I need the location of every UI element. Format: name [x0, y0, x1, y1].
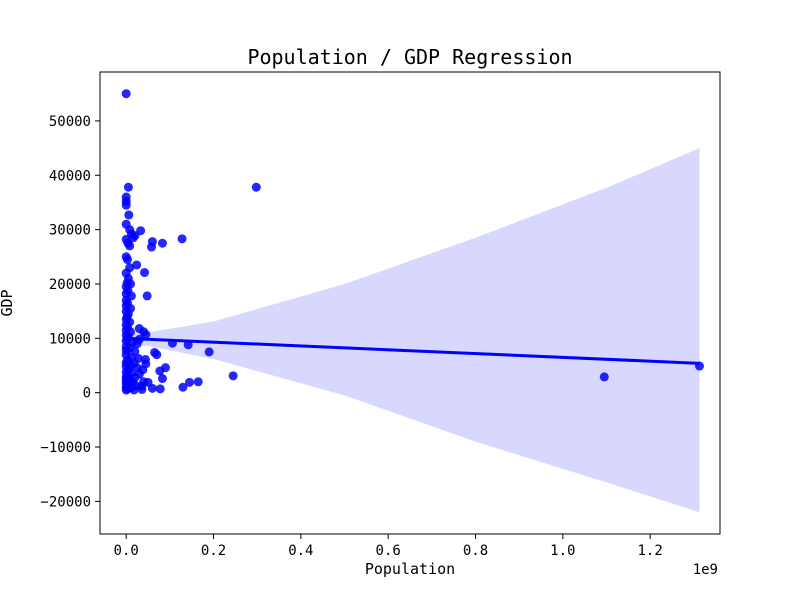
data-point [183, 340, 193, 350]
y-axis-label: GDP [0, 289, 16, 316]
data-point [167, 338, 177, 348]
x-tick-label: 0.4 [288, 543, 313, 559]
data-point [121, 385, 131, 395]
data-point [123, 182, 133, 192]
x-tick-label: 0.2 [201, 543, 226, 559]
data-point [178, 382, 188, 392]
data-point [140, 268, 150, 278]
data-point [204, 347, 214, 357]
data-point [177, 234, 187, 244]
x-tick-label: 1.2 [637, 543, 662, 559]
y-tick-label: 20000 [49, 277, 91, 293]
data-point [147, 242, 157, 252]
data-point [137, 384, 147, 394]
y-tick-label: −10000 [40, 440, 91, 456]
y-tick-label: 40000 [49, 168, 91, 184]
data-point [121, 200, 131, 210]
y-tick-label: −20000 [40, 494, 91, 510]
data-point [124, 210, 134, 220]
data-point [228, 371, 238, 381]
data-point [121, 89, 131, 99]
confidence-band [126, 148, 700, 513]
data-point [251, 182, 261, 192]
data-point [132, 339, 142, 349]
data-point [157, 374, 167, 384]
chart-title: Population / GDP Regression [247, 45, 572, 69]
data-points-layer [121, 89, 704, 395]
x-tick-label: 0.6 [376, 543, 401, 559]
y-tick-label: 50000 [49, 114, 91, 130]
y-axis-ticks: −20000 −10000 0 10000 20000 30000 40000 50000 [40, 114, 100, 510]
x-axis-ticks: 0.0 0.2 0.4 0.6 0.8 1.0 1.2 [114, 534, 663, 559]
confidence-band-layer [126, 148, 700, 513]
data-point [142, 291, 152, 301]
data-point [155, 366, 165, 376]
y-tick-label: 10000 [49, 331, 91, 347]
x-axis-offset-label: 1e9 [693, 562, 718, 578]
data-point [129, 385, 139, 395]
data-point [147, 383, 157, 393]
regression-line-layer [126, 336, 700, 365]
x-axis-label: Population [365, 560, 455, 578]
y-tick-label: 30000 [49, 223, 91, 239]
data-point [123, 255, 133, 265]
data-point [152, 350, 162, 360]
x-tick-label: 0.8 [463, 543, 488, 559]
x-tick-label: 0.0 [114, 543, 139, 559]
data-point [157, 238, 167, 248]
regression-line [126, 336, 700, 365]
data-point [125, 241, 135, 251]
data-point [193, 377, 203, 387]
plot-area-frame [99, 71, 721, 535]
data-point [599, 372, 609, 382]
data-point [185, 377, 195, 387]
data-point [155, 384, 165, 394]
data-point [694, 361, 704, 371]
y-tick-label: 0 [83, 386, 91, 402]
data-point [141, 330, 151, 340]
data-point [132, 260, 142, 270]
x-tick-label: 1.0 [550, 543, 575, 559]
